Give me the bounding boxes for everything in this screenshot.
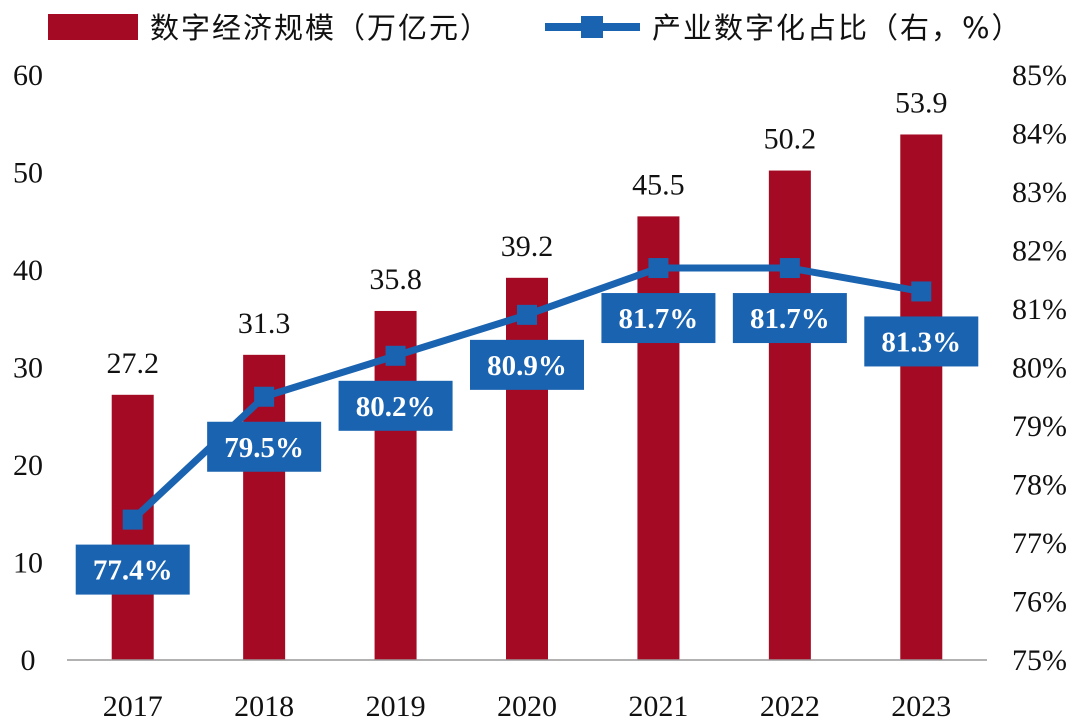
bar-value-label: 31.3 — [238, 307, 291, 340]
right-tick-label: 76% — [1012, 586, 1067, 619]
x-tick-label: 2018 — [234, 690, 294, 723]
line-label-box — [864, 316, 979, 367]
bar — [506, 277, 548, 660]
line-labels: 77.4% 79.5% 80.2% 80.9% 81.7% 81.7% 81.3% — [75, 293, 979, 595]
x-tick-label: 2017 — [103, 690, 163, 723]
line-value-label: 81.3% — [881, 326, 961, 358]
x-tick-label: 2023 — [891, 690, 951, 723]
right-tick-label: 82% — [1012, 235, 1067, 268]
line-value-label: 81.7% — [750, 303, 830, 335]
right-tick-label: 78% — [1012, 469, 1067, 502]
legend-line-label: 产业数字化占比（右，%） — [652, 11, 1023, 45]
x-tick-label: 2022 — [760, 690, 820, 723]
line-marker — [779, 258, 800, 279]
line-marker — [911, 281, 932, 302]
bar-value-label: 50.2 — [764, 123, 817, 156]
left-axis: 0 10 20 30 40 50 60 — [13, 59, 43, 677]
bar-value-label: 53.9 — [895, 86, 948, 119]
line-value-label: 77.4% — [93, 555, 173, 587]
line-value-label: 81.7% — [619, 303, 699, 335]
right-tick-label: 83% — [1012, 176, 1067, 209]
bar — [900, 134, 943, 661]
line-label-box — [601, 293, 716, 344]
left-tick-label: 50 — [13, 157, 43, 190]
right-tick-label: 75% — [1012, 644, 1067, 677]
left-tick-label: 0 — [21, 644, 36, 677]
right-tick-label: 79% — [1012, 410, 1067, 443]
right-tick-label: 85% — [1012, 59, 1067, 92]
bar-value-label: 27.2 — [106, 347, 159, 380]
line-value-label: 80.9% — [487, 350, 567, 382]
right-tick-label: 80% — [1012, 352, 1067, 385]
line-marker — [254, 386, 275, 407]
legend-bar-swatch — [48, 14, 138, 40]
x-axis: 2017 2018 2019 2020 2021 2022 2023 — [103, 690, 952, 723]
line-label-box — [732, 293, 847, 344]
bar-value-label: 35.8 — [369, 263, 422, 296]
line-value-label: 80.2% — [356, 391, 436, 423]
line-marker — [122, 509, 143, 530]
right-tick-label: 77% — [1012, 527, 1067, 560]
left-tick-label: 10 — [13, 547, 43, 580]
line-label-box — [338, 380, 453, 431]
bar — [637, 216, 680, 660]
left-tick-label: 60 — [13, 59, 43, 92]
line-value-label: 79.5% — [224, 432, 304, 464]
bar-value-label: 39.2 — [501, 230, 554, 263]
left-tick-label: 40 — [13, 254, 43, 287]
right-tick-label: 84% — [1012, 118, 1067, 151]
legend-bar-label: 数字经济规模（万亿元） — [150, 11, 491, 45]
x-tick-label: 2019 — [366, 690, 426, 723]
line-marker — [517, 304, 537, 325]
x-tick-label: 2020 — [497, 690, 557, 723]
right-tick-label: 81% — [1012, 293, 1067, 326]
bar — [374, 310, 417, 660]
line-label-box — [470, 339, 584, 390]
line-marker — [385, 345, 406, 366]
line-label-box — [75, 544, 190, 595]
bar — [768, 170, 811, 661]
right-axis: 75% 76% 77% 78% 79% 80% 81% 82% 83% 84% 85% — [1012, 59, 1067, 677]
left-tick-label: 20 — [13, 449, 43, 482]
legend-line-marker — [581, 16, 603, 38]
line-series — [122, 258, 932, 530]
bar-value-label: 45.5 — [632, 168, 685, 201]
bars: 27.2 31.3 35.8 39.2 45.5 50.2 53.9 — [106, 86, 948, 661]
x-tick-label: 2021 — [628, 690, 688, 723]
line-label-box — [207, 421, 322, 472]
left-tick-label: 30 — [13, 352, 43, 385]
line-marker — [648, 258, 669, 279]
legend: 数字经济规模（万亿元） 产业数字化占比（右，%） — [48, 11, 1023, 45]
